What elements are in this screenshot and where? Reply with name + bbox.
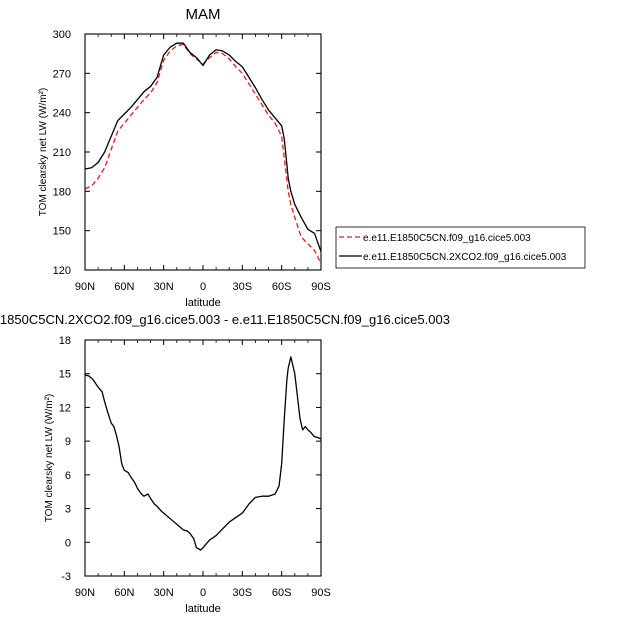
panel-1: MAM 90N 60N 30N 0 30S 60S 90S 120 150 180 210 240 2… — [38, 6, 586, 309]
y-tick-label: 270 — [53, 68, 71, 80]
panel-1-x-ticks: 90N 60N 30N 0 30S 60S 90S — [75, 34, 331, 293]
legend-label-series-2: e.e11.E1850C5CN.2XCO2.f09_g16.cice5.003 — [363, 252, 567, 263]
panel-1-y-axis-label: TOM clearsky net LW (W/m²) — [38, 88, 49, 217]
legend-box — [335, 226, 586, 269]
x-tick-label: 0 — [200, 587, 206, 599]
x-tick-label: 60S — [272, 281, 292, 293]
x-tick-label: 60N — [114, 281, 134, 293]
y-tick-label: 150 — [53, 226, 71, 238]
y-tick-label: 0 — [65, 537, 71, 549]
y-tick-label: 15 — [59, 369, 71, 381]
y-tick-label: 180 — [53, 186, 71, 198]
panel-1-series-layer — [84, 42, 322, 264]
y-tick-label: 18 — [59, 335, 71, 347]
x-tick-label: 90N — [75, 281, 95, 293]
y-tick-label: 240 — [53, 108, 71, 120]
panel-2-y-axis-label: TOM clearsky net LW (W/m²) — [44, 394, 55, 523]
panel-1-series-line-2 — [84, 42, 322, 252]
panel-2-x-axis-label: latitude — [185, 603, 220, 615]
x-tick-label: 90N — [75, 587, 95, 599]
x-tick-label: 30N — [154, 281, 174, 293]
y-tick-label: -3 — [61, 571, 71, 583]
panel-2: e.e11.E1850C5CN.2XCO2.f09_g16.cice5.003 … — [0, 312, 450, 615]
x-tick-label: 30S — [233, 281, 253, 293]
x-tick-label: 90S — [311, 587, 331, 599]
x-tick-label: 60N — [114, 587, 134, 599]
panel-2-title: e.e11.E1850C5CN.2XCO2.f09_g16.cice5.003 … — [0, 312, 450, 327]
panel-1-series-line-1 — [84, 43, 322, 264]
x-tick-label: 30S — [233, 587, 253, 599]
panel-1-y-ticks: 120 150 180 210 240 270 300 — [53, 29, 321, 277]
y-tick-label: 9 — [65, 436, 71, 448]
y-tick-label: 6 — [65, 470, 71, 482]
panel-2-y-ticks: -3 0 3 6 9 12 15 18 — [59, 335, 321, 583]
x-tick-label: 60S — [272, 587, 292, 599]
panel-1-x-axis-label: latitude — [185, 297, 220, 309]
y-tick-label: 300 — [53, 29, 71, 41]
panel-1-title: MAM — [186, 6, 221, 23]
panel-2-x-ticks: 90N 60N 30N 0 30S 60S 90S — [75, 340, 331, 599]
panel-2-series-layer — [84, 356, 322, 551]
y-tick-label: 12 — [59, 402, 71, 414]
x-tick-label: 90S — [311, 281, 331, 293]
panel-2-series-line-1 — [84, 356, 322, 551]
y-tick-label: 120 — [53, 265, 71, 277]
legend-label-series-1: e.e11.E1850C5CN.f09_g16.cice5.003 — [363, 233, 531, 244]
y-tick-label: 210 — [53, 147, 71, 159]
y-tick-label: 3 — [65, 504, 71, 516]
x-tick-label: 30N — [154, 587, 174, 599]
x-tick-label: 0 — [200, 281, 206, 293]
panel-1-legend: e.e11.E1850C5CN.f09_g16.cice5.003 e.e11.… — [335, 226, 586, 269]
